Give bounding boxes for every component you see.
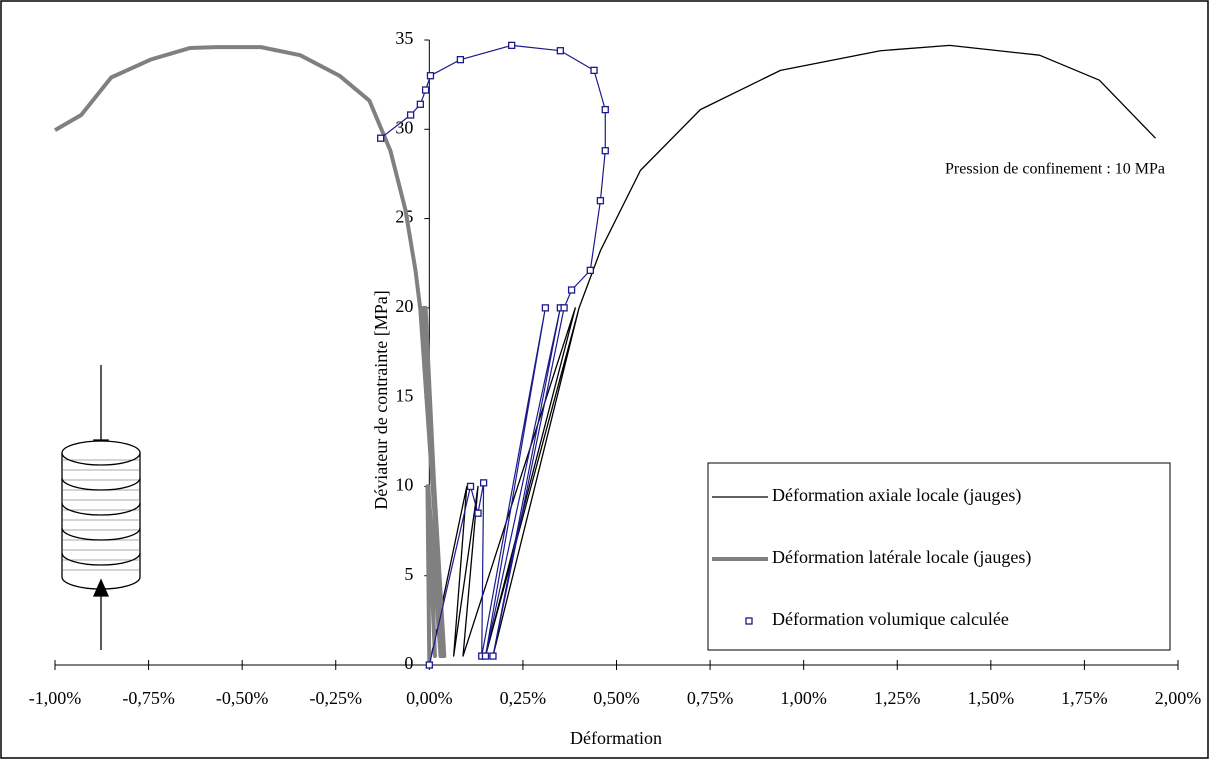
y-tick-label: 10 [395, 475, 413, 495]
y-tick-label: 15 [395, 385, 413, 405]
series-line [53, 45, 447, 666]
x-tick-label: -1,00% [29, 688, 82, 708]
data-point [541, 304, 550, 312]
data-point [556, 47, 564, 55]
data-point [474, 509, 482, 517]
x-tick-label: -0,25% [310, 688, 363, 708]
y-tick-label: 5 [404, 564, 413, 584]
x-tick-label: 2,00% [1155, 688, 1202, 708]
data-point [590, 66, 598, 75]
data-point [406, 111, 415, 119]
y-tick-label: 0 [404, 653, 413, 673]
data-point [481, 652, 490, 660]
data-point [567, 286, 576, 294]
legend-label: Déformation latérale locale (jauges) [772, 547, 1031, 568]
series-line [428, 44, 1157, 666]
y-tick-label: 30 [395, 117, 413, 137]
data-point [601, 147, 609, 155]
data-point [508, 41, 516, 50]
data-point [416, 100, 424, 108]
data-point [377, 134, 385, 142]
legend-box [707, 462, 1171, 651]
x-tick-label: 1,75% [1061, 688, 1108, 708]
data-point [456, 55, 465, 64]
data-point [489, 652, 497, 660]
data-point [425, 661, 433, 669]
data-point [596, 197, 605, 205]
x-tick-label: -0,75% [122, 688, 175, 708]
data-point [586, 266, 594, 275]
data-point [466, 482, 475, 491]
series-line [380, 44, 606, 666]
x-tick-label: 0,25% [500, 688, 547, 708]
x-tick-label: 1,50% [968, 688, 1015, 708]
data-point [560, 304, 568, 312]
cylinder-icon [61, 365, 141, 650]
y-axis-label: Déviateur de contrainte [MPa] [371, 290, 391, 509]
data-point [601, 105, 609, 114]
y-tick-label: 20 [395, 296, 413, 316]
data-point [421, 86, 430, 94]
y-tick-label: 35 [395, 28, 413, 48]
legend-swatch [745, 617, 753, 625]
x-tick-label: 1,25% [874, 688, 921, 708]
legend-label: Déformation volumique calculée [772, 609, 1009, 629]
annotation: Pression de confinement : 10 MPa [945, 161, 1165, 178]
legend-label: Déformation axiale locale (jauges) [772, 485, 1021, 506]
data-point [426, 72, 435, 80]
data-point [479, 479, 488, 487]
x-tick-label: 1,00% [780, 688, 827, 708]
x-tick-label: -0,50% [216, 688, 269, 708]
x-tick-label: 0,00% [406, 688, 453, 708]
x-tick-label: 0,75% [687, 688, 734, 708]
x-axis-label: Déformation [570, 728, 662, 748]
x-tick-label: 0,50% [593, 688, 640, 708]
